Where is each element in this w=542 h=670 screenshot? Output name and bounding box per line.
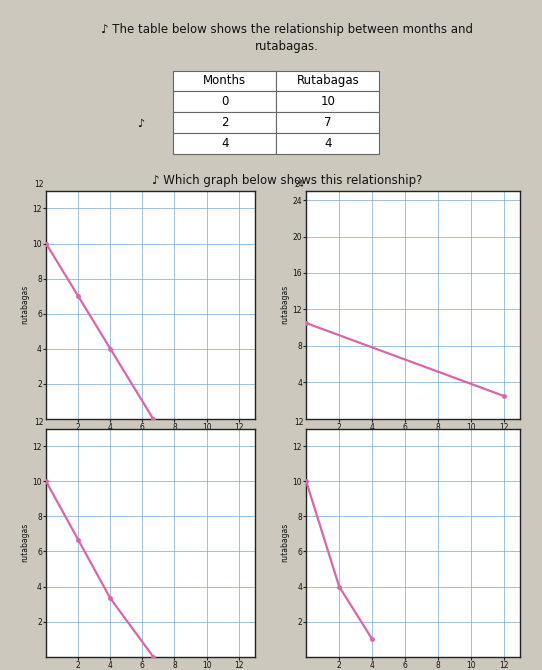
Text: 12: 12 [35,180,44,189]
Y-axis label: rutabagas: rutabagas [281,523,289,562]
Text: ♪ Which graph below shows this relationship?: ♪ Which graph below shows this relations… [152,174,422,187]
Text: 12: 12 [295,417,304,427]
Y-axis label: rutabagas: rutabagas [21,523,29,562]
Text: 24: 24 [294,180,304,189]
Y-axis label: rutabagas: rutabagas [281,285,289,324]
X-axis label: months: months [397,435,429,444]
Text: ♪ The table below shows the relationship between months and
rutabagas.: ♪ The table below shows the relationship… [101,23,473,54]
Text: ♪: ♪ [137,119,145,129]
X-axis label: months: months [134,435,166,444]
Y-axis label: rutabagas: rutabagas [21,285,29,324]
Text: 12: 12 [35,417,44,427]
